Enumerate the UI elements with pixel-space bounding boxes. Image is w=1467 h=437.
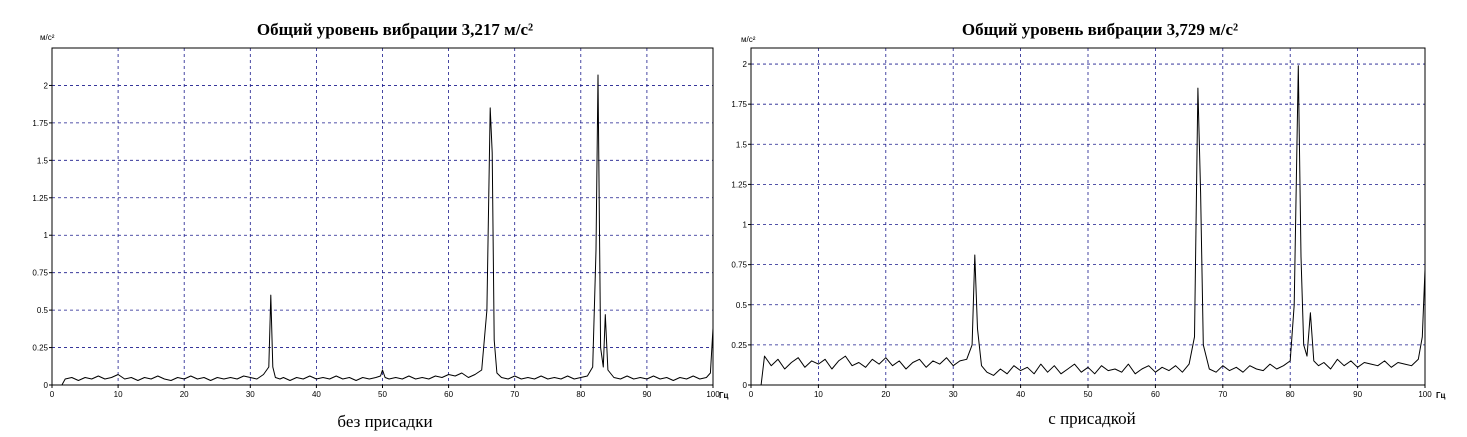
y-tick-label: 1.25 bbox=[32, 194, 48, 203]
x-tick-label: 80 bbox=[1286, 390, 1295, 399]
axis-ticks: 0 10 20 30 40 50 60 70 80 90 100 0 0.25 0.5 0.75 1 1.25 1… bbox=[32, 81, 720, 399]
y-tick-label: 1.25 bbox=[731, 180, 747, 189]
x-tick-label: 30 bbox=[246, 390, 255, 399]
x-tick-label: 0 bbox=[749, 390, 754, 399]
y-tick-label: 0.5 bbox=[736, 301, 748, 310]
y-tick-label: 1.75 bbox=[32, 119, 48, 128]
x-tick-label: 20 bbox=[180, 390, 189, 399]
y-tick-label: 1 bbox=[44, 231, 49, 240]
chart-caption: без присадки bbox=[337, 412, 432, 431]
y-tick-label: 0.75 bbox=[32, 269, 48, 278]
chart-caption: с присадкой bbox=[1048, 409, 1135, 428]
chart-title: Общий уровень вибрации 3,217 м/с² bbox=[257, 20, 533, 39]
x-tick-label: 80 bbox=[576, 390, 585, 399]
x-tick-label: 100 bbox=[706, 390, 720, 399]
y-tick-label: 0.25 bbox=[731, 341, 747, 350]
x-tick-label: 30 bbox=[949, 390, 958, 399]
x-tick-label: 60 bbox=[444, 390, 453, 399]
x-tick-label: 60 bbox=[1151, 390, 1160, 399]
plot-frame bbox=[750, 47, 1426, 386]
plot-frame bbox=[51, 47, 714, 386]
y-tick-label: 2 bbox=[743, 60, 748, 69]
y-tick-label: 0.5 bbox=[37, 306, 49, 315]
x-tick-label: 100 bbox=[1418, 390, 1432, 399]
x-tick-label: 0 bbox=[50, 390, 55, 399]
x-tick-label: 50 bbox=[378, 390, 387, 399]
x-tick-label: 10 bbox=[114, 390, 123, 399]
x-tick-label: 50 bbox=[1084, 390, 1093, 399]
x-tick-label: 70 bbox=[1218, 390, 1227, 399]
x-tick-label: 70 bbox=[510, 390, 519, 399]
chart-title: Общий уровень вибрации 3,729 м/с² bbox=[962, 20, 1238, 39]
grid-lines bbox=[52, 48, 713, 385]
y-tick-label: 0 bbox=[44, 381, 49, 390]
spectrum-series-line bbox=[61, 74, 714, 386]
grid-lines bbox=[751, 48, 1425, 385]
x-tick-label: 40 bbox=[1016, 390, 1025, 399]
x-tick-label: 20 bbox=[881, 390, 890, 399]
y-tick-label: 0.75 bbox=[731, 261, 747, 270]
y-tick-label: 1.75 bbox=[731, 100, 747, 109]
spectrum-chart-with-additive: Общий уровень вибрации 3,729 м/с² м/с² Г… bbox=[731, 20, 1445, 428]
spectrum-chart-without-additive: Общий уровень вибрации 3,217 м/с² м/с² Г… bbox=[32, 20, 728, 431]
y-tick-label: 2 bbox=[44, 81, 49, 90]
spectrum-series-line bbox=[760, 65, 1426, 386]
x-axis-unit-label: Гц bbox=[719, 391, 729, 400]
x-tick-label: 90 bbox=[642, 390, 651, 399]
x-tick-label: 90 bbox=[1353, 390, 1362, 399]
y-tick-label: 0.25 bbox=[32, 344, 48, 353]
x-axis-unit-label: Гц bbox=[1436, 391, 1446, 400]
y-tick-label: 1.5 bbox=[37, 156, 49, 165]
x-tick-label: 40 bbox=[312, 390, 321, 399]
y-tick-label: 1.5 bbox=[736, 140, 748, 149]
y-axis-unit-label: м/с² bbox=[741, 35, 756, 44]
axis-ticks: 0 10 20 30 40 50 60 70 80 90 100 0 0.25 0.5 0.75 1 1.25 1… bbox=[731, 60, 1432, 399]
y-tick-label: 1 bbox=[743, 221, 748, 230]
x-tick-label: 10 bbox=[814, 390, 823, 399]
y-tick-label: 0 bbox=[743, 381, 748, 390]
y-axis-unit-label: м/с² bbox=[40, 33, 55, 42]
